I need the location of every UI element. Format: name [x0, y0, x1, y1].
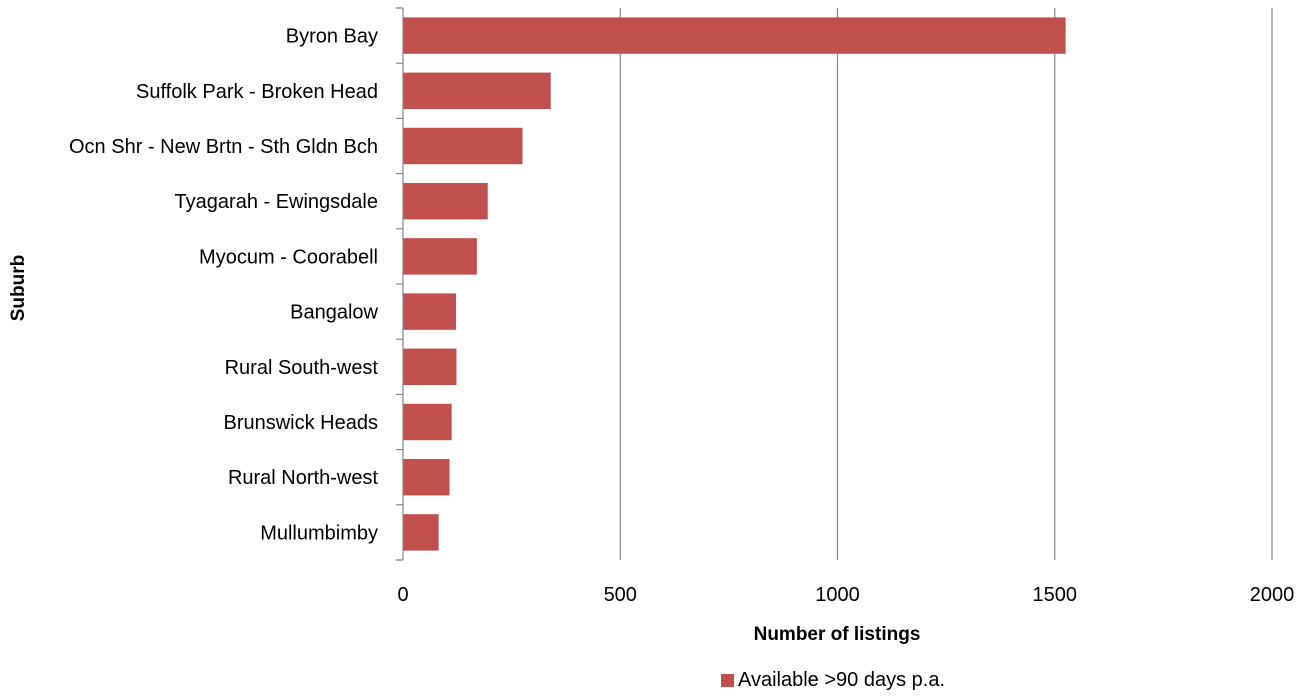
bar[interactable]	[403, 514, 439, 551]
category-label: Rural North-west	[228, 467, 378, 489]
legend-item[interactable]: Available >90 days p.a.	[721, 669, 945, 692]
category-label: Brunswick Heads	[223, 412, 378, 434]
category-label: Tyagarah - Ewingsdale	[175, 191, 378, 213]
x-tick-label: 1000	[815, 584, 860, 606]
grid-lines	[619, 8, 1273, 560]
category-label: Bangalow	[290, 302, 378, 324]
bar[interactable]	[403, 458, 450, 496]
bar[interactable]	[403, 127, 523, 165]
x-tick-label: 500	[604, 584, 637, 606]
x-tick-label: 0	[397, 584, 408, 606]
bar[interactable]	[403, 182, 488, 220]
tick-labels: 0 500 1000 1500 2000	[397, 584, 1294, 606]
bar-chart: Byron Bay Suffolk Park - Broken Head Ocn S…	[8, 7, 1294, 645]
legend-swatch-icon	[721, 674, 734, 687]
bar[interactable]	[403, 348, 457, 386]
bar[interactable]	[403, 17, 1066, 54]
x-tick-label: 2000	[1250, 584, 1295, 606]
legend-label: Available >90 days p.a.	[738, 669, 946, 691]
category-label: Byron Bay	[286, 26, 378, 48]
category-label: Mullumbimby	[260, 522, 378, 544]
category-label: Rural South-west	[225, 357, 379, 379]
y-axis-title: Suburb	[8, 255, 29, 322]
bars	[403, 17, 1066, 551]
legend: Available >90 days p.a.	[0, 668, 1313, 696]
x-tick-label: 1500	[1033, 584, 1078, 606]
bar[interactable]	[403, 72, 551, 110]
bar[interactable]	[403, 238, 477, 275]
axes	[396, 7, 404, 561]
category-label: Suffolk Park - Broken Head	[136, 81, 378, 103]
bar[interactable]	[403, 403, 452, 441]
category-labels: Byron Bay Suffolk Park - Broken Head Ocn S…	[69, 26, 379, 545]
bar[interactable]	[403, 293, 457, 330]
x-axis-title: Number of listings	[754, 624, 921, 645]
category-label: Ocn Shr - New Brtn - Sth Gldn Bch	[69, 136, 378, 158]
category-label: Myocum - Coorabell	[199, 246, 378, 268]
